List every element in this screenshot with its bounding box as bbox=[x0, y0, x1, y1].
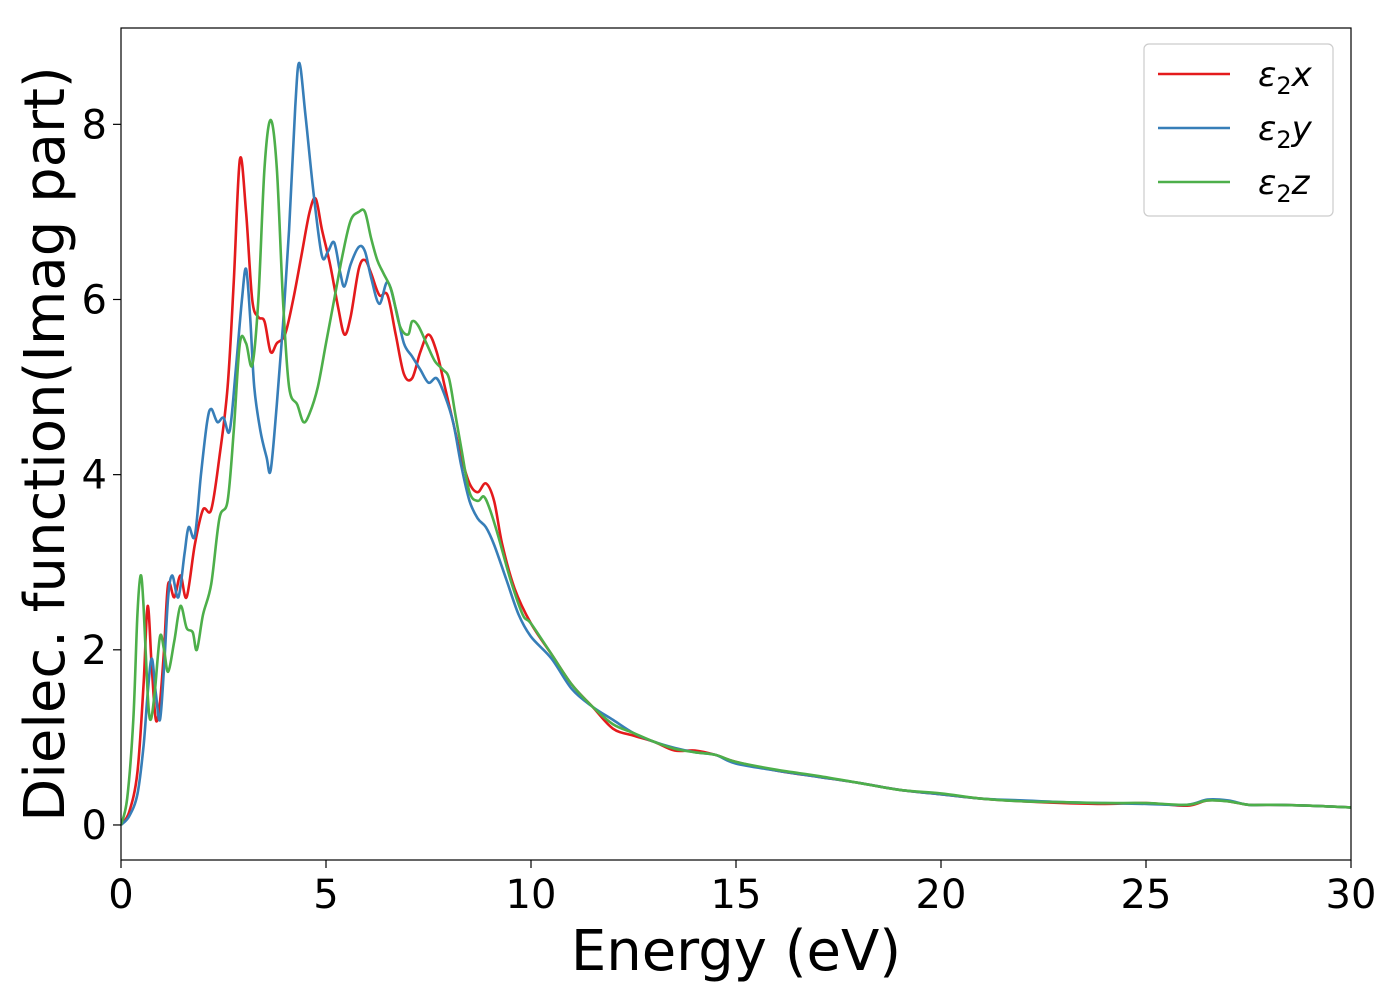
x-tick-label: 25 bbox=[1121, 872, 1172, 918]
legend-label-y: ε2y bbox=[1258, 109, 1313, 154]
x-tick-label: 20 bbox=[916, 872, 967, 918]
series-line-x bbox=[121, 156, 1351, 826]
plot-area bbox=[121, 61, 1351, 826]
y-tick-label: 0 bbox=[82, 803, 107, 849]
y-tick-label: 4 bbox=[82, 453, 107, 499]
legend-box bbox=[1143, 43, 1334, 217]
legend-label-x: ε2x bbox=[1258, 55, 1313, 100]
x-axis-ticks: 0 5 10 15 20 25 30 bbox=[108, 860, 1376, 918]
y-axis-ticks: 0 2 4 6 8 bbox=[82, 102, 121, 849]
y-tick-label: 2 bbox=[82, 628, 107, 674]
y-axis-label: Dielec. function(Imag part) bbox=[13, 66, 78, 822]
x-tick-label: 10 bbox=[506, 872, 557, 918]
x-tick-label: 30 bbox=[1326, 872, 1377, 918]
legend-label-z: ε2z bbox=[1258, 163, 1311, 208]
x-tick-label: 15 bbox=[711, 872, 762, 918]
series-line-z bbox=[121, 118, 1351, 826]
y-tick-label: 6 bbox=[82, 277, 107, 323]
x-tick-label: 0 bbox=[108, 872, 133, 918]
x-axis-label: Energy (eV) bbox=[571, 919, 901, 984]
y-tick-label: 8 bbox=[82, 102, 107, 148]
legend: ε2x ε2y ε2z bbox=[1143, 43, 1334, 217]
plot-frame bbox=[120, 27, 1352, 861]
x-tick-label: 5 bbox=[313, 872, 338, 918]
